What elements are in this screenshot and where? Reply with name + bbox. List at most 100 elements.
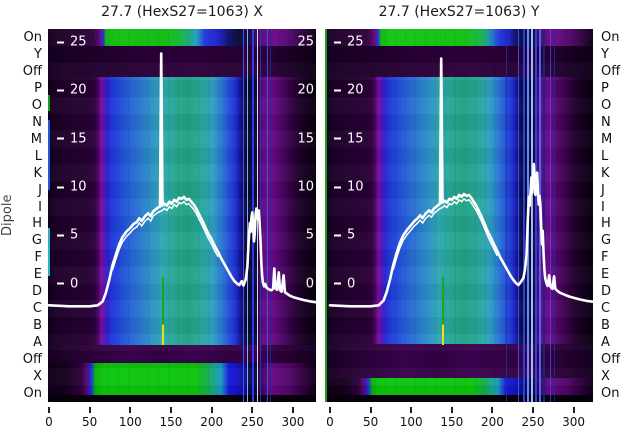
- inner-value-tick-label: 20: [347, 82, 364, 98]
- x-tick-label: 250: [240, 415, 264, 429]
- detector-stripe: [535, 29, 538, 402]
- x-tick-mark: [48, 407, 50, 413]
- x-tick-label: 300: [281, 415, 305, 429]
- tick-dash: [57, 41, 64, 43]
- row-label: K: [601, 165, 610, 181]
- inner-value-tick-label: 25: [70, 34, 87, 50]
- detector-stripe: [517, 29, 519, 402]
- edge-sliver-green: [48, 95, 50, 111]
- row-label: Y: [601, 46, 609, 62]
- row-label: H: [32, 216, 42, 232]
- heat-band-main: [325, 77, 593, 344]
- row-label: F: [601, 250, 609, 266]
- inner-value-tick-left: 10: [334, 181, 364, 194]
- x-axis-right: 0 50 100 150 200 250 300: [325, 402, 593, 442]
- detector-stripe: [505, 29, 507, 402]
- x-tick-mark: [329, 407, 331, 413]
- x-tick-mark: [369, 407, 372, 413]
- row-label: D: [601, 284, 612, 300]
- tick-dash: [334, 186, 341, 189]
- row-label: G: [601, 233, 612, 249]
- row-label: On: [601, 385, 620, 401]
- spike-column-line: [161, 277, 164, 345]
- heat-band-edge: [48, 395, 316, 402]
- x-tick-mark: [169, 407, 172, 413]
- tick-dash: [57, 234, 64, 237]
- inner-value-tick-right: 20: [297, 82, 314, 98]
- edge-sliver-cyan: [48, 228, 50, 276]
- spike-column-line: [442, 277, 445, 345]
- tick-dash: [57, 186, 64, 189]
- row-label: L: [34, 148, 42, 164]
- tick-dash: [334, 137, 341, 140]
- heatmap-x: [48, 29, 316, 402]
- heat-band-off-x-bottom: [325, 344, 593, 378]
- row-label: A: [33, 335, 42, 351]
- panel-title-y: 27.7 (HexS27=1063) Y: [378, 4, 540, 20]
- inner-value-tick-label: 20: [70, 82, 87, 98]
- inner-value-tick-label: 15: [70, 131, 87, 147]
- overlay-trace-secondary-line: [111, 200, 219, 271]
- inner-value-tick-left: 25: [334, 36, 364, 49]
- row-labels-right: On Y Off P O N M L K J I H G F E D C B A Off X On: [601, 29, 640, 402]
- row-label: M: [601, 131, 613, 147]
- heat-band-on-top: [48, 29, 316, 46]
- x-tick-mark: [572, 407, 575, 413]
- detector-stripe: [549, 29, 551, 402]
- tick-dash: [334, 282, 341, 285]
- inner-value-tick-right: 15: [297, 131, 314, 147]
- row-label: H: [601, 216, 611, 232]
- detector-stripe: [266, 29, 268, 402]
- x-tick-mark: [210, 407, 213, 413]
- row-label: A: [601, 335, 610, 351]
- inner-value-tick-label: 10: [70, 179, 87, 195]
- row-label: M: [30, 131, 42, 147]
- inner-value-tick-left: 20: [334, 84, 364, 97]
- row-label: B: [601, 318, 610, 334]
- tick-dash: [334, 41, 341, 43]
- heat-band-edge: [325, 395, 593, 402]
- inner-value-tick-label: 0: [347, 276, 356, 292]
- x-tick-label: 300: [562, 415, 586, 429]
- inner-value-tick-left: 20: [57, 84, 87, 97]
- edge-sliver-green: [325, 29, 327, 402]
- inner-value-tick-label: 0: [70, 276, 79, 292]
- row-label: K: [33, 165, 42, 181]
- heat-band-off-bottom: [48, 345, 316, 363]
- row-label: C: [32, 301, 42, 317]
- inner-value-tick-left: 15: [57, 132, 87, 145]
- inner-value-tick-left: 15: [334, 132, 364, 145]
- detector-stripe: [260, 29, 262, 402]
- row-label: X: [601, 369, 610, 385]
- row-label: D: [31, 284, 42, 300]
- row-label: C: [601, 301, 611, 317]
- x-tick-mark: [410, 407, 413, 413]
- heat-band-on-bottom: [325, 378, 593, 395]
- x-tick-label: 50: [362, 415, 379, 429]
- x-tick-label: 100: [399, 415, 423, 429]
- heat-band-y-off: [48, 46, 316, 77]
- overlay-trace-line: [328, 57, 593, 308]
- row-label: Off: [601, 63, 621, 79]
- x-tick-mark: [129, 407, 132, 413]
- x-tick-mark: [532, 407, 534, 413]
- inner-value-tick-left: 10: [57, 181, 87, 194]
- row-label: Y: [34, 46, 42, 62]
- row-label: Off: [601, 352, 621, 368]
- row-label: F: [34, 250, 42, 266]
- x-tick-mark: [291, 407, 294, 413]
- heat-band-y-off: [325, 46, 593, 77]
- row-label: E: [33, 267, 42, 283]
- x-tick-label: 0: [326, 415, 334, 429]
- edge-sliver-blue: [48, 120, 50, 190]
- row-label: E: [601, 267, 610, 283]
- inner-value-tick-left: 0: [334, 277, 355, 290]
- inner-value-tick-right: 5: [305, 227, 314, 243]
- panel-title-x: 27.7 (HexS27=1063) X: [101, 4, 263, 20]
- inner-value-tick-label: 15: [347, 131, 364, 147]
- detector-stripe: [269, 29, 271, 402]
- inner-value-tick-left: 5: [57, 229, 78, 242]
- row-label: N: [601, 114, 611, 130]
- row-label: Off: [22, 352, 42, 368]
